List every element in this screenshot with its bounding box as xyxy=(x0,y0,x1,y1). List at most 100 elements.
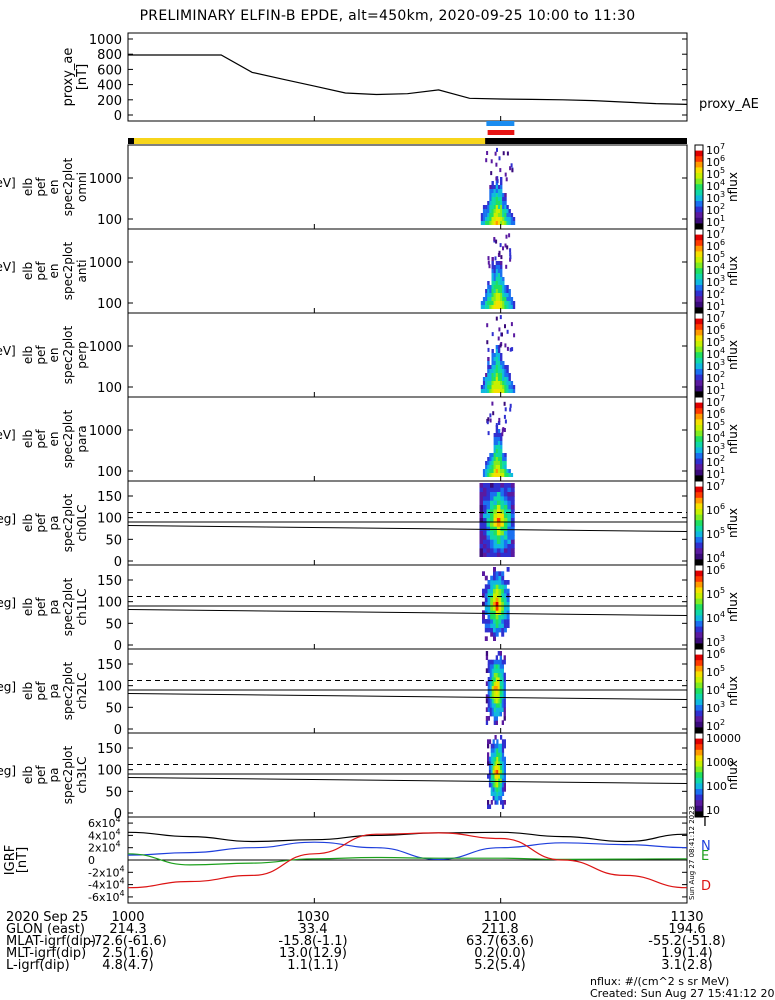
spectrogram-speckle xyxy=(499,315,502,320)
colorbar-label: nflux xyxy=(726,592,740,622)
pa-ylabel-word: pa xyxy=(47,768,61,783)
pa-cell xyxy=(503,535,508,540)
colorbar-swatch xyxy=(695,492,703,499)
colorbar-swatch xyxy=(695,682,703,689)
spectrogram-speckle xyxy=(500,255,503,260)
spectrogram-cell xyxy=(504,293,507,297)
pa-cell xyxy=(490,761,493,766)
colorbar-swatch xyxy=(695,184,703,191)
spectrogram-cell xyxy=(502,277,505,281)
spectrogram-speckle xyxy=(509,252,512,257)
spectrogram-speckle xyxy=(490,171,493,176)
pa-cell xyxy=(487,664,490,669)
pa-cell xyxy=(497,698,500,704)
spectrogram-cell xyxy=(497,437,501,441)
pa-cell xyxy=(496,791,499,796)
pa-cell xyxy=(489,677,492,682)
spectrogram-cell xyxy=(510,389,514,393)
colorbar-swatch xyxy=(695,430,703,437)
pa-cell xyxy=(493,526,498,531)
pa-cell xyxy=(501,627,505,633)
spectrogram-cell xyxy=(504,209,507,213)
pa-cell xyxy=(490,575,494,581)
spectrogram-cell xyxy=(500,197,503,201)
colorbar-swatch xyxy=(695,654,703,661)
spectrogram-cell xyxy=(489,373,492,377)
energy-tick-label: 1000 xyxy=(89,256,122,271)
colorbar-2 xyxy=(694,228,704,314)
pa-cell xyxy=(493,513,498,518)
pa-cell xyxy=(487,756,490,762)
spectrogram-speckle xyxy=(503,414,506,419)
spectrogram-cell xyxy=(495,289,499,293)
spectrogram-cell xyxy=(493,389,496,393)
spectrogram-speckle xyxy=(501,332,503,337)
igrf-tick-label: 2x104 xyxy=(88,840,121,855)
spectrogram-cell xyxy=(495,353,499,357)
pa-cell xyxy=(493,571,496,576)
spectrogram-cell xyxy=(495,301,499,305)
spectrogram-cell xyxy=(506,389,509,393)
pa-cell xyxy=(500,504,505,510)
spectrogram-cell xyxy=(497,361,501,365)
pa-ylabel-word: ch0LC xyxy=(75,505,89,542)
pa-cell xyxy=(490,748,493,753)
pa-cell xyxy=(495,659,498,665)
spectrogram-cell xyxy=(491,361,494,365)
colorbar-tick-label: 104 xyxy=(706,682,725,697)
spectrogram-cell xyxy=(489,221,492,225)
colorbar-swatch xyxy=(695,296,703,303)
spectrogram-speckle xyxy=(504,324,506,329)
pa-cell xyxy=(496,487,501,492)
colorbar-swatch xyxy=(695,413,703,420)
pa-cell xyxy=(490,632,494,637)
pa-cell xyxy=(495,601,499,607)
spectrogram-speckle xyxy=(498,156,501,161)
spectrogram-cell xyxy=(506,301,509,305)
orbit-row-value: 194.6 xyxy=(668,922,705,937)
spectrogram-speckle xyxy=(506,151,509,156)
pa-cell xyxy=(490,627,494,633)
spectrogram-cell xyxy=(491,197,494,201)
spectrogram-speckle xyxy=(499,168,502,173)
pa-cell xyxy=(479,504,484,510)
spectrogram-cell xyxy=(482,301,486,305)
pa-cell xyxy=(490,593,494,598)
spectrogram-cell xyxy=(482,213,486,217)
pa-cell xyxy=(492,774,495,779)
pa-cell xyxy=(496,787,499,792)
spectrogram-speckle xyxy=(495,176,498,181)
spectrogram-cell xyxy=(497,261,501,265)
pa-cell xyxy=(498,778,501,783)
spectrogram-cell xyxy=(512,389,516,393)
spectrogram-cell xyxy=(493,205,496,209)
pa-cell xyxy=(479,483,484,488)
spectrogram-cell xyxy=(489,301,492,305)
pa-cell xyxy=(501,614,505,620)
plot-title: PRELIMINARY ELFIN-B EPDE, alt=450km, 202… xyxy=(139,8,636,24)
spectrogram-cell xyxy=(487,389,490,393)
energy-panel-3-frame xyxy=(127,312,688,398)
spectrogram-cell xyxy=(489,457,492,461)
pa-cell xyxy=(494,795,497,801)
pa-cell xyxy=(495,698,498,704)
spectrogram-cell xyxy=(493,433,496,437)
pa-cell xyxy=(497,690,500,695)
spectrogram-cell xyxy=(502,305,505,309)
pa-cell xyxy=(500,552,505,557)
pa-cell xyxy=(489,694,492,699)
spectrogram-cell xyxy=(493,365,496,369)
spectrogram-cell xyxy=(500,177,503,181)
pa-cell xyxy=(487,580,491,585)
pa-cell xyxy=(484,627,488,633)
pa-panel-1-frame xyxy=(127,480,688,566)
spectrogram-cell xyxy=(504,193,507,197)
pa-cell xyxy=(493,601,496,607)
energy-ylabel-word: omni xyxy=(75,172,89,202)
pa-cell xyxy=(490,601,494,607)
pa-cell xyxy=(507,500,512,505)
pa-cell xyxy=(490,491,494,497)
spectrogram-cell xyxy=(508,217,511,221)
orbit-row-value: 13.0(12.9) xyxy=(279,946,347,961)
spectrogram-cell xyxy=(497,365,501,369)
